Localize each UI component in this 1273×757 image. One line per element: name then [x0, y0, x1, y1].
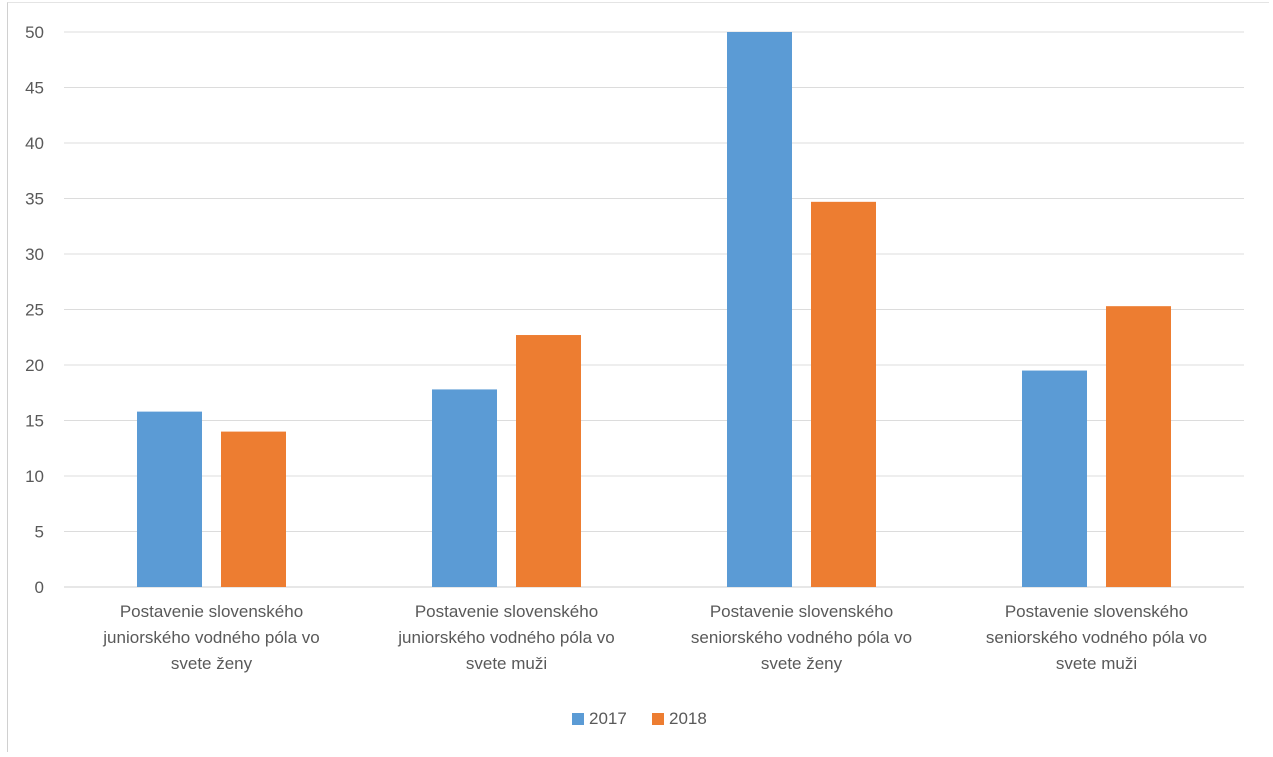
y-tick-label: 25 [25, 301, 44, 320]
x-category-label: svete muži [466, 654, 547, 673]
bar-2017-cat-2 [432, 389, 497, 587]
x-category-label: Postavenie slovenského [415, 602, 598, 621]
y-tick-label: 20 [25, 356, 44, 375]
x-category-label: svete ženy [171, 654, 253, 673]
y-tick-label: 15 [25, 412, 44, 431]
y-tick-label: 0 [35, 578, 44, 597]
legend-label-2017: 2017 [589, 709, 627, 728]
bar-2017-cat-3 [727, 32, 792, 587]
x-category-label: juniorského vodného póla vo [397, 628, 614, 647]
x-category-label: seniorského vodného póla vo [691, 628, 912, 647]
x-axis-labels: Postavenie slovenského juniorského vodnéh… [102, 602, 1207, 673]
x-category-label: svete muži [1056, 654, 1137, 673]
bars [137, 32, 1171, 587]
legend: 2017 2018 [572, 709, 707, 728]
y-tick-label: 35 [25, 190, 44, 209]
y-tick-label: 5 [35, 523, 44, 542]
legend-swatch-2018 [652, 713, 664, 725]
x-category-label: Postavenie slovenského [1005, 602, 1188, 621]
bar-2017-cat-4 [1022, 370, 1087, 587]
bar-2018-cat-2 [516, 335, 581, 587]
y-tick-label: 10 [25, 467, 44, 486]
bar-2018-cat-3 [811, 201, 876, 587]
x-category-label: seniorského vodného póla vo [986, 628, 1207, 647]
x-category-label: Postavenie slovenského [120, 602, 303, 621]
bar-2018-cat-4 [1106, 306, 1171, 587]
x-category-label: juniorského vodného póla vo [102, 628, 319, 647]
legend-label-2018: 2018 [669, 709, 707, 728]
y-tick-label: 40 [25, 134, 44, 153]
x-category-label: Postavenie slovenského [710, 602, 893, 621]
y-tick-label: 50 [25, 23, 44, 42]
bar-2018-cat-1 [221, 431, 286, 587]
y-tick-label: 30 [25, 245, 44, 264]
chart-border [7, 2, 1269, 752]
x-category-label: svete ženy [761, 654, 843, 673]
y-axis-ticks: 0 5 10 15 20 25 30 35 40 45 50 [25, 23, 44, 597]
y-tick-label: 45 [25, 79, 44, 98]
legend-swatch-2017 [572, 713, 584, 725]
bar-2017-cat-1 [137, 411, 202, 587]
